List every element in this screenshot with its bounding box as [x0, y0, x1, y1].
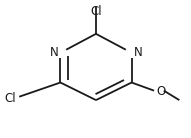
Text: Cl: Cl [90, 5, 102, 18]
Text: O: O [156, 85, 165, 99]
Text: N: N [134, 46, 142, 59]
Text: Cl: Cl [4, 92, 16, 105]
Text: N: N [49, 46, 58, 59]
